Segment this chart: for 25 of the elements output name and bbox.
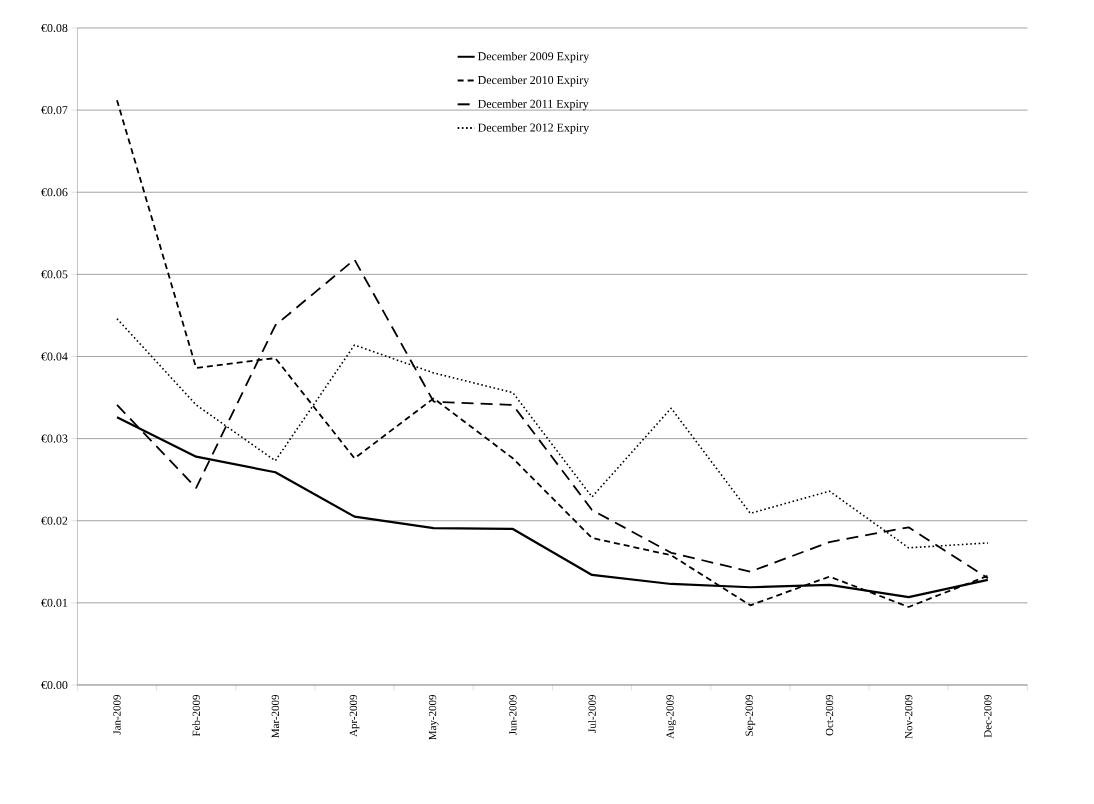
x-tick-label: Jun-2009 — [509, 694, 517, 736]
x-tick-label: Dec-2009 — [984, 694, 992, 738]
x-tick-label: Sep-2009 — [745, 694, 756, 736]
x-tick-label: Mar-2009 — [271, 694, 280, 738]
x-tick-label: Feb-2009 — [192, 694, 201, 737]
y-tick-label: €0.06 — [41, 188, 68, 197]
y-tick-label: €0.00 — [41, 680, 68, 690]
y-tick-label: €0.03 — [41, 434, 68, 443]
y-tick-label: €0.02 — [41, 516, 68, 525]
y-tick-label: €0.08 — [41, 23, 68, 33]
x-tick-label: Jan-2009 — [113, 694, 121, 735]
legend-label: December 2011 Expiry — [477, 99, 589, 111]
legend-label: December 2010 Expiry — [477, 75, 590, 87]
x-tick-label: Oct-2009 — [825, 694, 834, 736]
y-tick-label: €0.04 — [41, 352, 68, 361]
y-tick-label: €0.07 — [41, 106, 68, 115]
x-tick-label: Apr-2009 — [349, 694, 360, 737]
legend-label: December 2009 Expiry — [477, 51, 590, 63]
x-tick-label: Jul-2009 — [588, 694, 596, 733]
y-tick-label: €0.05 — [41, 270, 68, 279]
x-tick-label: May-2009 — [428, 694, 439, 740]
legend-label: December 2012 Expiry — [477, 123, 590, 135]
y-tick-label: €0.01 — [41, 598, 68, 607]
x-tick-label: Nov-2009 — [904, 694, 913, 739]
x-tick-label: Aug-2009 — [666, 694, 676, 739]
